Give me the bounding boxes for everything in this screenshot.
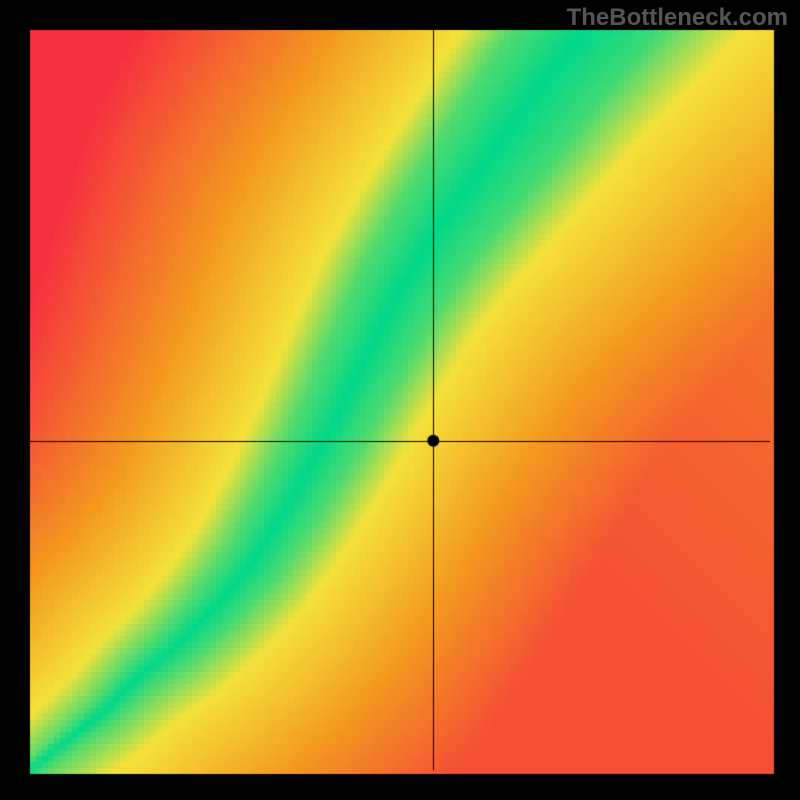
heatmap-canvas xyxy=(0,0,800,800)
chart-container: { "watermark": { "text": "TheBottleneck.… xyxy=(0,0,800,800)
